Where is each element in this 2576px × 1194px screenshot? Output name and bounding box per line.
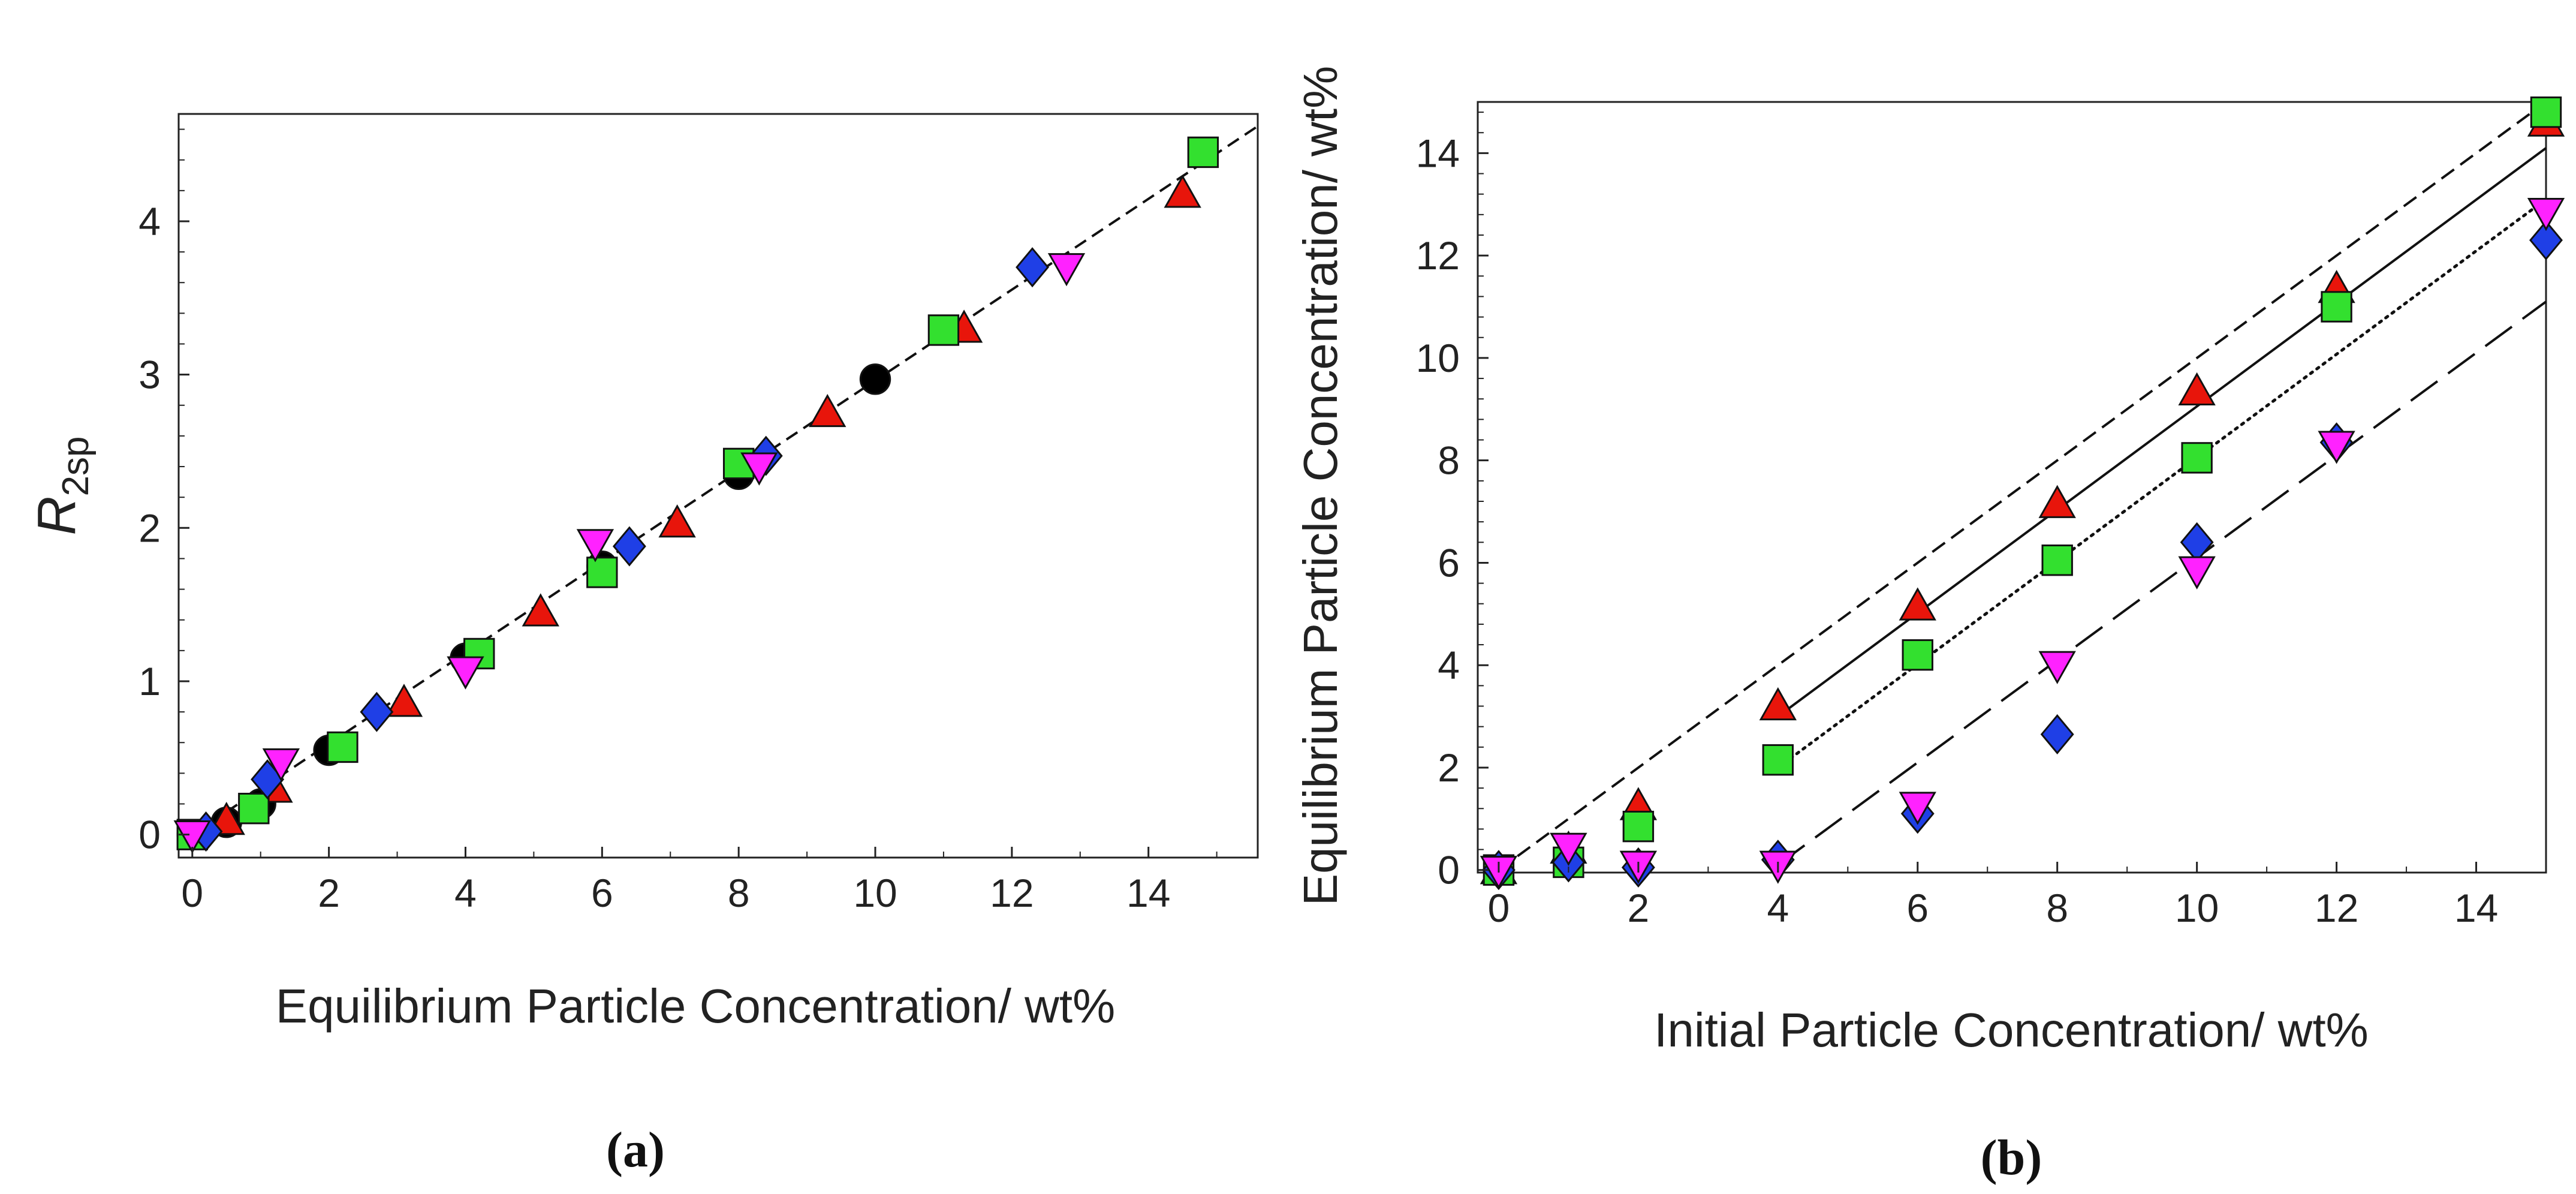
panel-a-point-diamond — [612, 526, 646, 567]
panel-b-label: (b) — [1981, 1130, 2042, 1186]
panel-b-markers — [1480, 96, 2565, 891]
panel-a-x-axis-label: Equilibrium Particle Concentration/ wt% — [276, 979, 1116, 1033]
panel-a-x-tick-label: 12 — [990, 871, 1034, 915]
panel-a-y-tick-label: 0 — [138, 813, 161, 857]
panel-a-y-tick-label: 2 — [138, 506, 161, 550]
panel-a-x-tick-label: 0 — [181, 871, 203, 915]
panel-b-point-triangle-down — [2178, 556, 2216, 590]
panel-a-x-tick-label: 8 — [728, 871, 750, 915]
panel-b-x-tick-label: 12 — [2315, 886, 2358, 930]
panel-a-point-square — [1187, 136, 1219, 169]
panel-a-point-triangle-down — [576, 529, 614, 563]
panel-a-x-tick-label: 4 — [454, 871, 477, 915]
panel-a-x-tick-label: 14 — [1126, 871, 1170, 915]
panel-b-point-triangle-down — [2318, 431, 2355, 464]
panel-a-point-diamond — [360, 691, 394, 732]
panel-a-point-square — [238, 792, 270, 825]
panel-b-fit-line-longdash — [1777, 300, 2547, 866]
panel-b-fit-line-dotted — [1776, 197, 2548, 769]
panel-b-x-axis-label: Initial Particle Concentration/ wt% — [1654, 1003, 2369, 1057]
panel-a-y-axis-label-sub: 2sp — [55, 437, 97, 497]
panel-b-point-triangle-up — [1759, 687, 1797, 721]
panel-a-y-tick-label: 3 — [138, 353, 161, 397]
panel-b-y-tick-label: 4 — [1438, 643, 1460, 687]
panel-a-y-axis-label-main: R — [27, 496, 87, 535]
panel-a-label: (a) — [606, 1122, 665, 1178]
panel-b-point-triangle-up — [2038, 485, 2076, 518]
panel-a-y-tick-label: 4 — [138, 199, 161, 243]
panel-b-y-tick-label: 10 — [1416, 336, 1460, 380]
panel-a-x-tick-label: 6 — [591, 871, 613, 915]
panel-a-point-triangle-up — [658, 504, 696, 538]
panel-b-point-square — [1902, 639, 1933, 671]
panel-b-point-diamond — [2529, 219, 2563, 261]
panel-b-point-triangle-down — [1550, 832, 1587, 866]
panel-b-point-diamond — [2040, 714, 2074, 755]
panel-b-x-tick-label: 6 — [1906, 886, 1929, 930]
panel-b-y-tick-label: 12 — [1416, 233, 1460, 278]
panel-a-point-triangle-down — [173, 820, 211, 854]
panel-a-y-tick-label: 1 — [138, 659, 161, 703]
panel-b-y-tick-label: 6 — [1438, 540, 1460, 585]
panel-b-plot-frame — [1477, 101, 2547, 874]
panel-b-fit-lines — [1498, 101, 2548, 871]
panel-b-chart: 0 2 4 6 8 10 12 14 0 2 4 6 8 10 12 14 Initial Particle … — [1294, 66, 2565, 1186]
panel-a-point-circle — [859, 363, 891, 395]
panel-a-x-tick-label: 10 — [853, 871, 897, 915]
panel-b-y-tick-label: 2 — [1438, 745, 1460, 790]
panel-a-point-square — [927, 314, 960, 346]
panel-b-point-square — [2321, 291, 2352, 323]
panel-a-point-triangle-down — [740, 452, 778, 486]
panel-b-x-tick-label: 10 — [2175, 886, 2219, 930]
panel-a-plot-frame — [177, 113, 1259, 859]
panel-b-point-square — [1622, 810, 1655, 843]
panel-b-point-triangle-down — [1899, 792, 1936, 825]
panel-b-point-triangle-up — [1899, 587, 1936, 621]
panel-b-point-triangle-down — [2527, 197, 2565, 231]
panel-b-point-square — [2181, 442, 2213, 474]
panel-a-point-triangle-up — [809, 393, 846, 428]
panel-b-x-tick-label: 8 — [2046, 886, 2068, 930]
panel-b-point-square — [2041, 544, 2073, 576]
svg-text:R2sp: R2sp — [27, 437, 97, 536]
panel-a-point-triangle-up — [522, 593, 559, 627]
panel-b-point-triangle-up — [2178, 372, 2216, 406]
panel-a-point-triangle-down — [262, 748, 300, 782]
panel-a-x-tick-label: 2 — [318, 871, 340, 915]
panel-b-point-diamond — [2180, 522, 2214, 563]
panel-b-y-tick-label: 0 — [1438, 848, 1460, 892]
panel-b-x-tick-label: 0 — [1488, 886, 1510, 930]
panel-a-point-square — [586, 557, 618, 588]
panel-a-point-diamond — [1016, 247, 1050, 288]
panel-a-y-axis-label: R2sp — [27, 437, 97, 536]
panel-a-point-triangle-down — [1047, 253, 1086, 287]
panel-b-point-square — [1762, 744, 1794, 776]
panel-b-point-triangle-down — [2038, 651, 2076, 684]
panel-b-ticks: 0 2 4 6 8 10 12 14 0 2 4 6 8 10 12 14 — [1416, 112, 2547, 930]
panel-b-fit-line-shortdash — [1498, 101, 2547, 871]
panel-a-point-triangle-down — [447, 656, 484, 690]
panel-b-point-square — [2530, 96, 2562, 128]
panel-a-markers — [173, 136, 1219, 854]
panel-a-point-square — [327, 731, 358, 763]
panel-b-x-tick-label: 14 — [2454, 886, 2498, 930]
panel-b-y-axis-label: Equilibrium Particle Concentration/ wt% — [1294, 66, 1347, 906]
panel-b-y-tick-label: 8 — [1438, 438, 1460, 483]
panel-a-point-triangle-up — [1164, 175, 1201, 208]
panel-b-x-tick-label: 2 — [1628, 886, 1650, 930]
panel-b-fit-line-solid — [1777, 147, 2547, 718]
panel-b-x-tick-label: 4 — [1767, 886, 1789, 930]
panel-b-y-tick-label: 14 — [1416, 131, 1460, 175]
panel-a-point-triangle-up — [385, 684, 423, 717]
